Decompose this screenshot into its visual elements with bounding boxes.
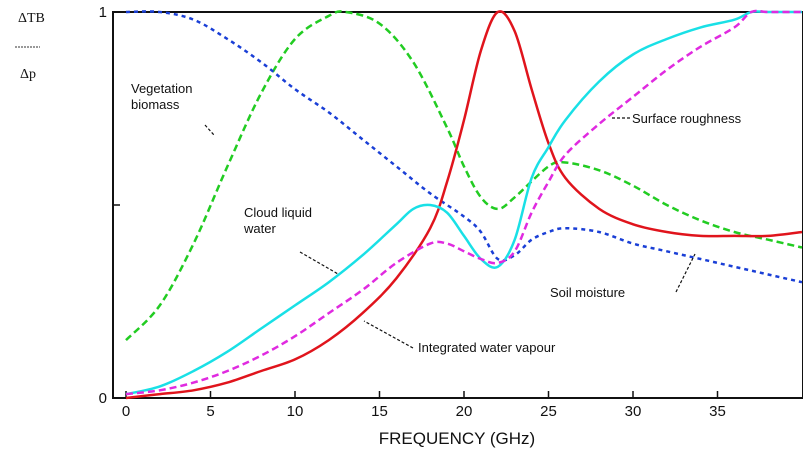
y-axis-label-bottom: Δp bbox=[20, 67, 36, 82]
y-axis: 01 bbox=[99, 4, 120, 407]
x-tick-label-35: 35 bbox=[709, 403, 726, 420]
x-tick-label-25: 25 bbox=[540, 403, 557, 420]
y-tick-label-0: 0 bbox=[99, 390, 107, 407]
annotation-leader-soil-moisture bbox=[675, 253, 696, 293]
x-tick-label-30: 30 bbox=[625, 403, 642, 420]
x-axis: 0 5 10 15 20 25 30 35 bbox=[122, 391, 726, 420]
annotation-soil-moisture-line-0: Soil moisture bbox=[550, 285, 625, 300]
annotation-leader-cloud-liquid-water bbox=[299, 251, 339, 275]
series-line-vegetation-biomass bbox=[125, 10, 803, 341]
annotation-vegetation-biomass-line-0: Vegetation bbox=[131, 81, 192, 96]
y-axis-title: ΔTB Δp bbox=[15, 11, 45, 82]
annotation-leader-integrated-water-vapour bbox=[363, 320, 414, 349]
annotation-vegetation-biomass-line-1: biomass bbox=[131, 97, 180, 112]
series-line-soil-moisture bbox=[125, 10, 803, 284]
x-tick-label-5: 5 bbox=[206, 403, 214, 420]
annotation-cloud-liquid-water-line-0: Cloud liquid bbox=[244, 205, 312, 220]
y-tick-label-1: 1 bbox=[99, 4, 107, 21]
annotation-surface-roughness-line-0: Surface roughness bbox=[632, 111, 742, 126]
series-line-cloud-liquid-water bbox=[125, 10, 802, 396]
x-axis-title: FREQUENCY (GHz) bbox=[379, 429, 535, 448]
x-tick-label-15: 15 bbox=[371, 403, 388, 420]
annotation-leader-vegetation-biomass bbox=[204, 124, 215, 136]
series-line-surface-roughness bbox=[125, 9, 802, 396]
annotation-integrated-water-vapour-line-0: Integrated water vapour bbox=[418, 340, 556, 355]
y-axis-label-top: ΔTB bbox=[18, 11, 45, 26]
x-tick-label-20: 20 bbox=[456, 403, 473, 420]
x-tick-label-0: 0 bbox=[122, 403, 130, 420]
series-line-integrated-water-vapour bbox=[125, 10, 803, 400]
series-layer bbox=[125, 9, 803, 400]
x-tick-label-10: 10 bbox=[287, 403, 304, 420]
annotation-cloud-liquid-water-line-1: water bbox=[243, 221, 276, 236]
